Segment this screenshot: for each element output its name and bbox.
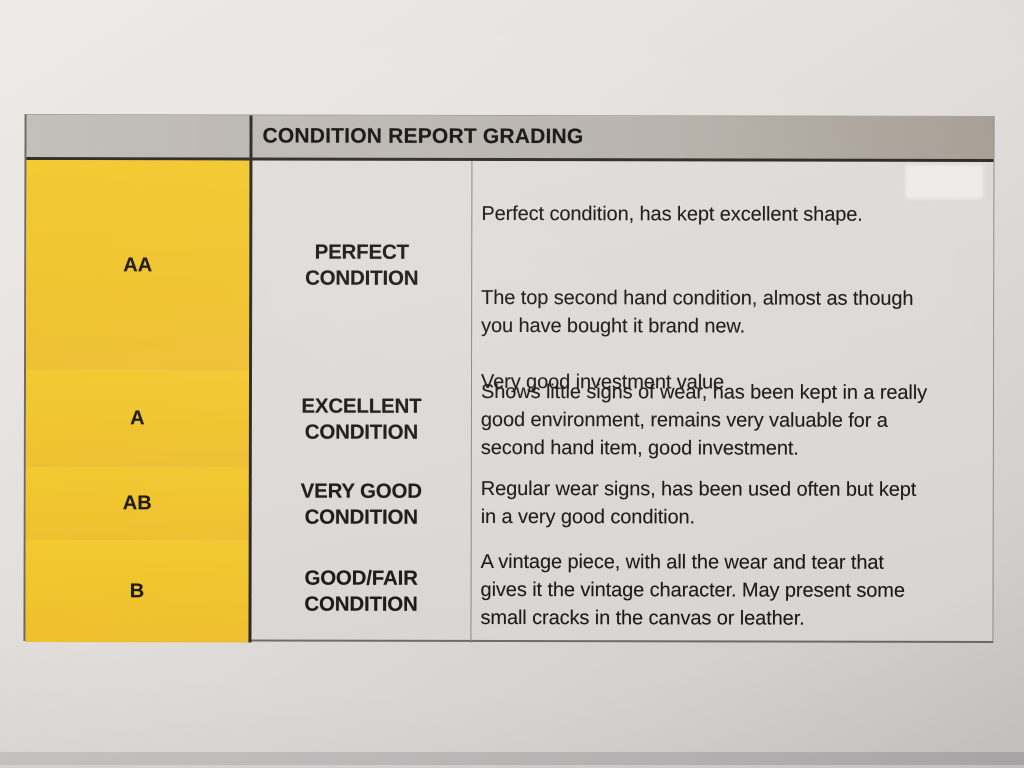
condition-grading-table: CONDITION REPORT GRADING AA PERFECT COND… [23,113,995,644]
condition-cell-good-fair: GOOD/FAIR CONDITION [251,540,472,643]
grade-cell-b: B [25,539,252,643]
paper-bottom-edge-highlight [0,765,1024,768]
description-cell-aa: Perfect condition, has kept excellent sh… [472,161,993,393]
description-cell-a: Shows little signs of wear, has been kep… [480,380,928,460]
condition-cell-very-good: VERY GOOD CONDITION [251,467,472,541]
condition-cell-excellent: EXCELLENT CONDITION [251,370,473,468]
header-empty-cell [26,114,253,161]
page-title: CONDITION REPORT GRADING [262,124,584,149]
condition-cell-perfect: PERFECT CONDITION [252,160,473,371]
description-cell-b: A vintage piece, with all the wear and t… [480,550,905,630]
paper-bottom-edge [0,752,1024,765]
grade-cell-aa: AA [26,159,253,371]
description-text-aa: Perfect condition, has kept excellent sh… [480,202,914,394]
table-header: CONDITION REPORT GRADING [252,115,994,163]
grade-cell-a: A [25,369,253,468]
grade-cell-ab: AB [25,466,252,541]
whiteout-mark [905,164,984,199]
description-cell-ab: Regular wear signs, has been used often … [480,477,917,529]
